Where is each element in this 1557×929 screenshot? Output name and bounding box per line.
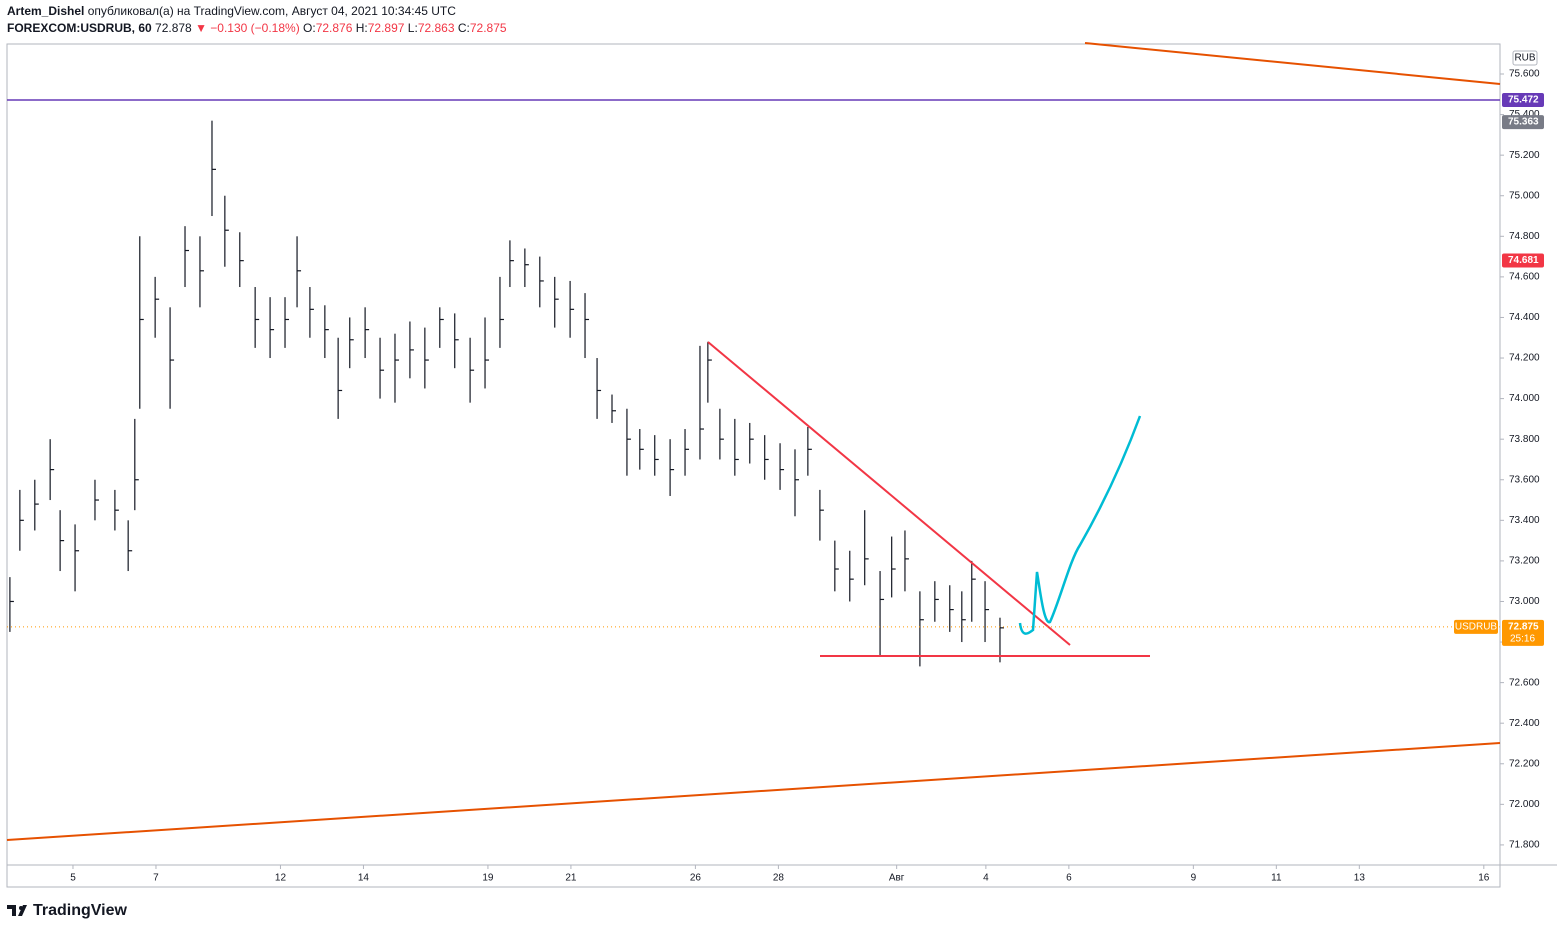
price-tag-label: 75.472 (1508, 95, 1539, 106)
price-tag (1502, 619, 1544, 646)
x-tick-label: 4 (983, 873, 989, 884)
x-tick-label: 9 (1191, 873, 1197, 884)
y-tick-label: 72.400 (1509, 718, 1540, 729)
x-tick-label: 28 (773, 873, 785, 884)
logo-dot (19, 906, 23, 910)
y-tick-label: 74.000 (1509, 393, 1540, 404)
symbol-tag-label: USDRUB (1455, 621, 1498, 632)
y-tick-label: 74.600 (1509, 272, 1540, 283)
y-tick-label: 73.600 (1509, 474, 1540, 485)
currency-box (1512, 50, 1538, 66)
author: Artem_Dishel (7, 4, 84, 18)
y-tick-label: 75.600 (1509, 69, 1540, 80)
o-key: O: (303, 21, 316, 35)
x-tick-label: 5 (70, 873, 76, 884)
price-tag-label: 74.681 (1508, 255, 1539, 266)
x-tick-label: 19 (482, 873, 494, 884)
l-value: 72.863 (418, 21, 455, 35)
o-value: 72.876 (316, 21, 353, 35)
y-tick-label: 72.000 (1509, 799, 1540, 810)
symbol: FOREXCOM:USDRUB, 60 (7, 21, 152, 35)
x-tick-label: 7 (153, 873, 159, 884)
x-tick-label: 14 (358, 873, 370, 884)
price-tag (1502, 92, 1544, 107)
y-tick-label: 74.800 (1509, 231, 1540, 242)
y-tick-label: 74.400 (1509, 312, 1540, 323)
countdown: 25:16 (1510, 633, 1535, 644)
legend-line: FOREXCOM:USDRUB, 60 72.878 ▼ −0.130 (−0.… (7, 21, 507, 35)
price-tag-label: 72.875 (1508, 621, 1539, 632)
y-tick-label: 75.200 (1509, 150, 1540, 161)
y-tick-label: 71.800 (1509, 840, 1540, 851)
y-tick-label: 75.400 (1509, 109, 1540, 120)
x-tick-label: 13 (1354, 873, 1366, 884)
x-tick-label: 11 (1271, 873, 1282, 884)
x-tick-label: 12 (275, 873, 287, 884)
x-tick-label: Авг (889, 873, 905, 884)
h-value: 72.897 (368, 21, 405, 35)
plot-frame (6, 43, 1501, 888)
header-line: Artem_Dishel опубликовал(а) на TradingVi… (7, 4, 456, 18)
trend-line (707, 341, 1071, 646)
x-tick-label: 21 (565, 873, 577, 884)
c-key: C: (458, 21, 470, 35)
symbol-tag (1454, 619, 1498, 634)
y-tick-label: 72.200 (1509, 758, 1540, 769)
l-key: L: (408, 21, 418, 35)
price-tag (1502, 115, 1544, 130)
c-value: 72.875 (470, 21, 507, 35)
change: ▼ −0.130 (−0.18%) (195, 21, 300, 35)
y-tick-label: 73.400 (1509, 515, 1540, 526)
marks (9, 120, 1004, 667)
y-tick-label: 73.000 (1509, 596, 1540, 607)
last: 72.878 (155, 21, 192, 35)
y-tick-label: 72.600 (1509, 677, 1540, 688)
h-key: H: (356, 21, 368, 35)
x-tick-label: 6 (1066, 873, 1072, 884)
price-tag-label: 75.363 (1508, 117, 1539, 128)
trend-line (1084, 42, 1501, 85)
published: опубликовал(а) на TradingView.com, Авгус… (88, 4, 457, 18)
x-tick-label: 16 (1478, 873, 1490, 884)
y-tick-label: 73.800 (1509, 434, 1540, 445)
trend-line (6, 742, 1501, 841)
forecast-brush (1018, 415, 1142, 635)
currency-label: RUB (1514, 53, 1535, 64)
x-tick-label: 26 (690, 873, 702, 884)
brand: TradingView (33, 902, 128, 919)
brand-logo: TradingView (7, 902, 128, 919)
price-tag (1502, 253, 1544, 268)
y-tick-label: 73.200 (1509, 556, 1540, 567)
y-tick-label: 75.000 (1509, 190, 1540, 201)
y-tick-label: 74.200 (1509, 353, 1540, 364)
